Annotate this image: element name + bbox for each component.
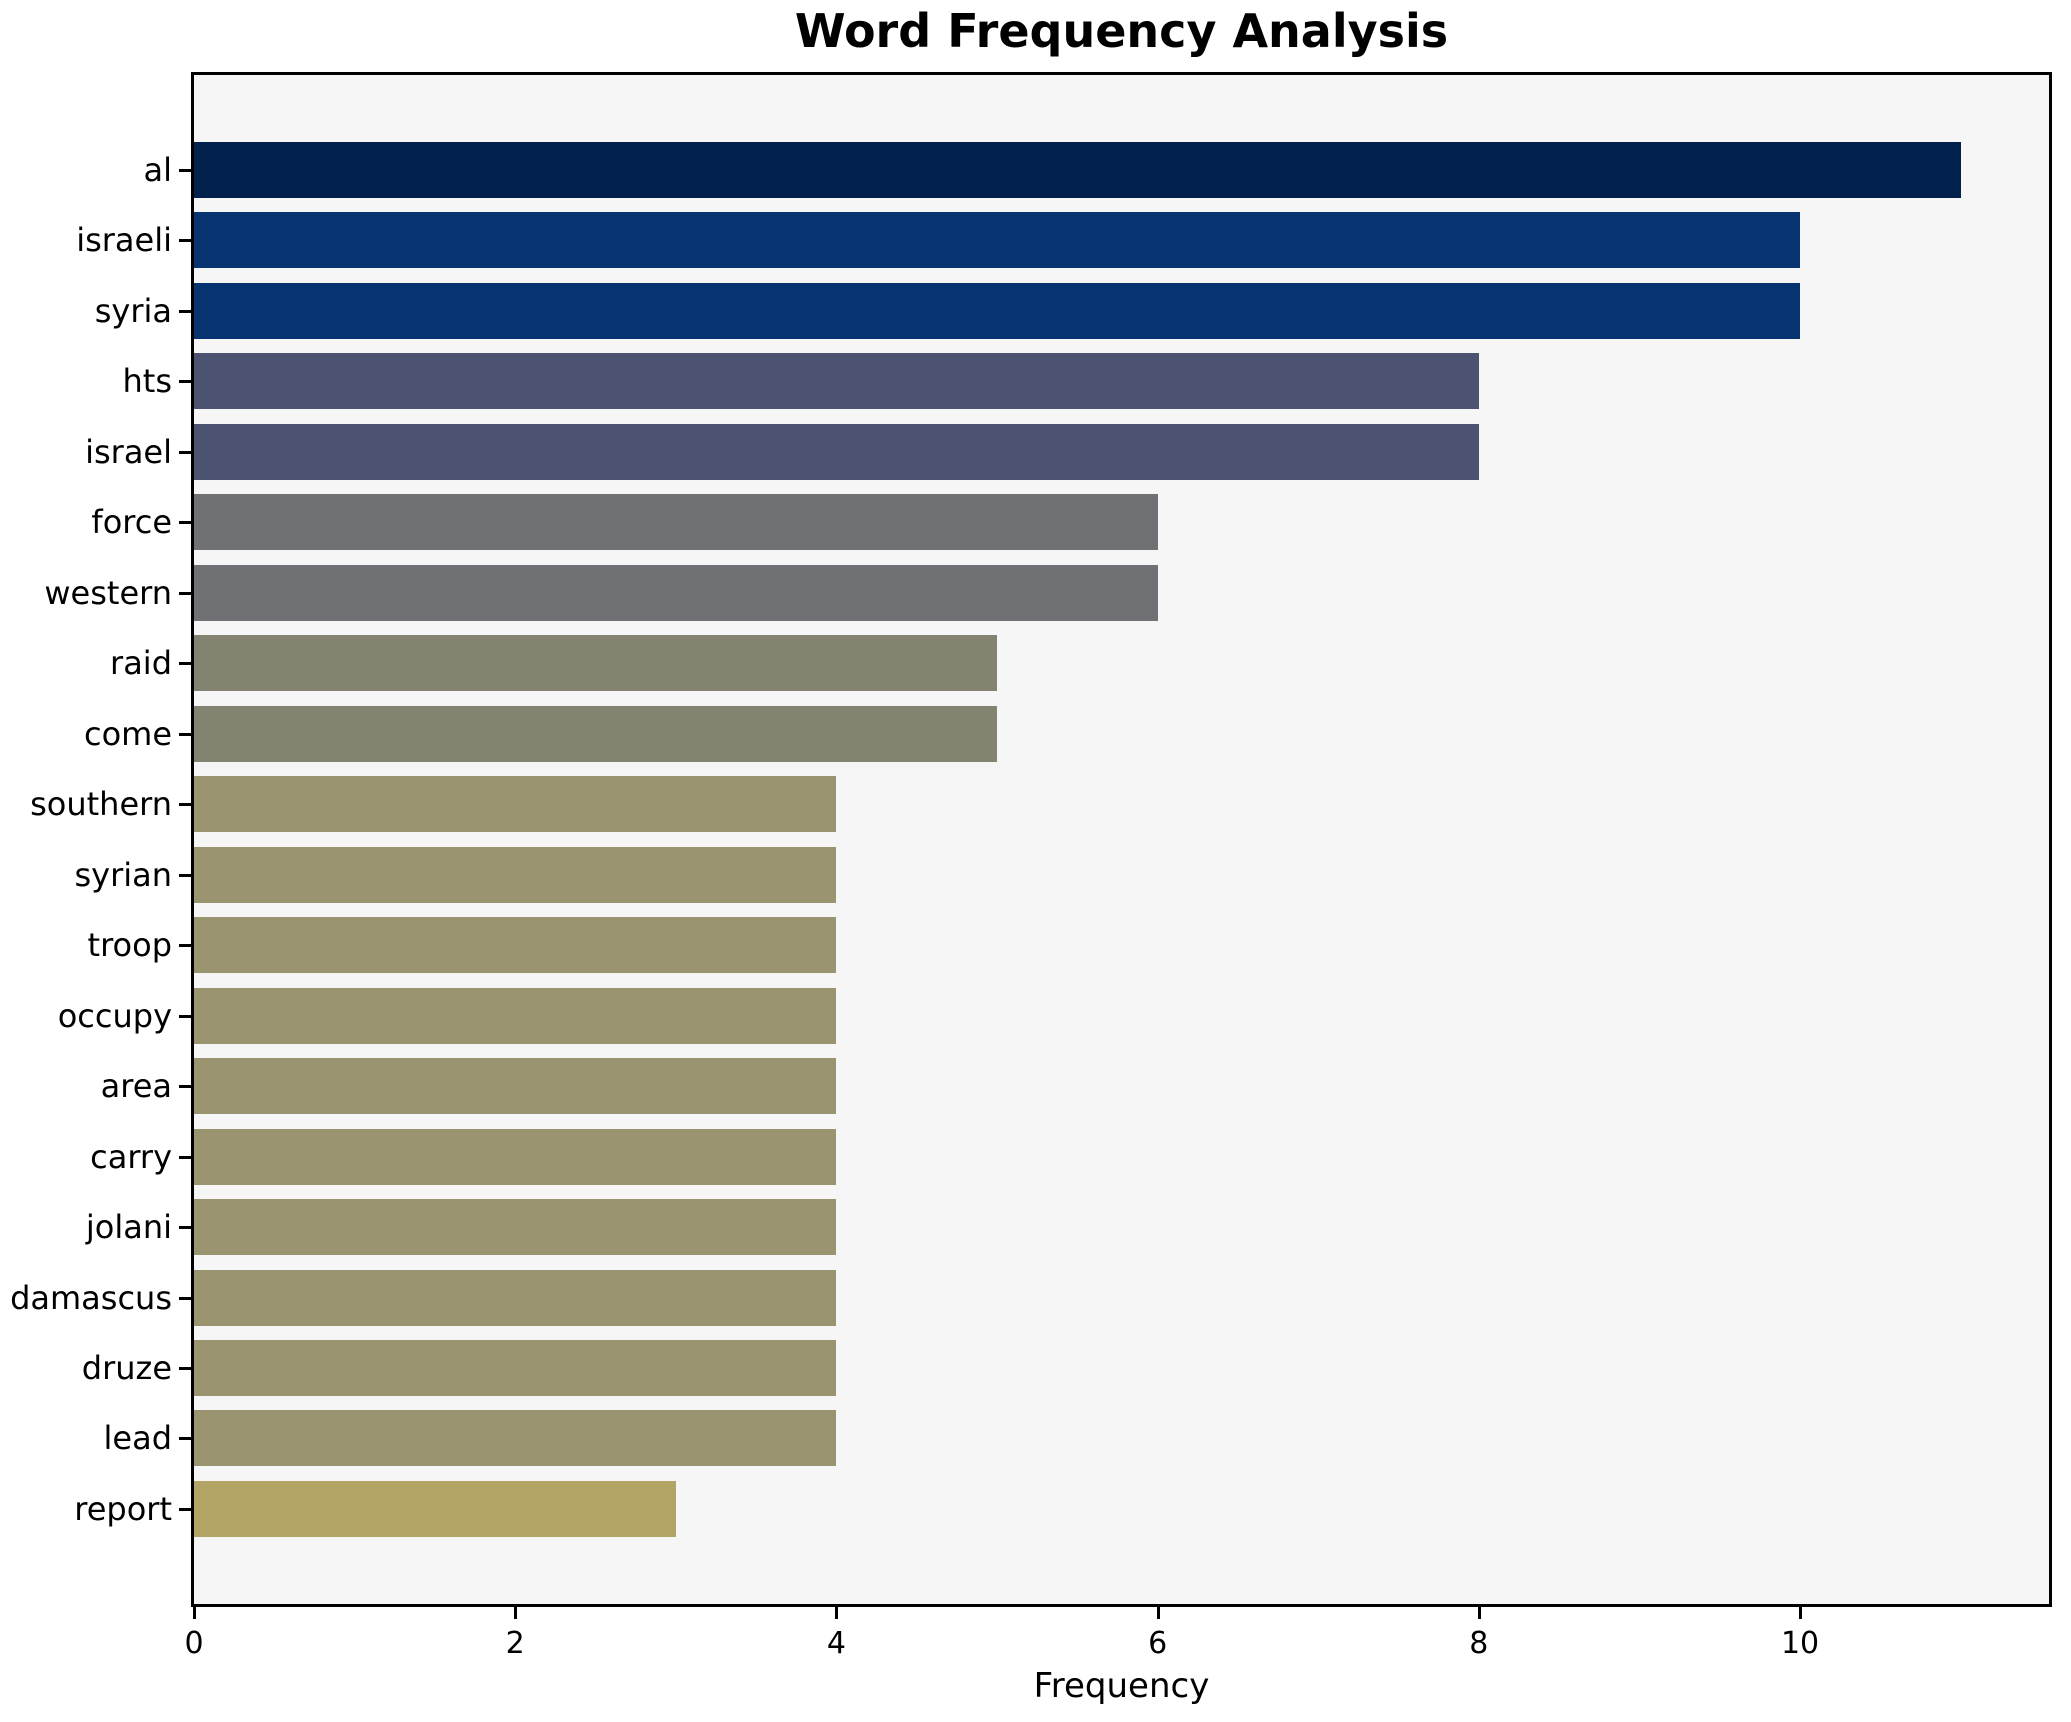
y-tick-mark [179, 1155, 191, 1159]
y-tick-label-occupy: occupy [57, 996, 172, 1035]
y-tick-mark [179, 239, 191, 243]
y-tick-mark [179, 591, 191, 595]
bar-al [194, 142, 1961, 198]
y-tick-label-troop: troop [87, 926, 172, 965]
x-tick-label-2: 2 [505, 1626, 525, 1661]
y-tick-label-israeli: israeli [76, 221, 172, 260]
y-tick-mark [179, 450, 191, 454]
y-tick-label-damascus: damascus [10, 1278, 172, 1317]
y-tick-mark [179, 521, 191, 525]
y-tick-label-jolani: jolani [85, 1208, 172, 1247]
y-tick-mark [179, 1014, 191, 1018]
y-tick-mark [179, 803, 191, 807]
y-tick-mark [179, 944, 191, 948]
y-tick-mark [179, 1366, 191, 1370]
x-tick-mark [193, 1607, 196, 1619]
bar-carry [194, 1128, 837, 1185]
y-tick-mark [179, 1507, 191, 1511]
bar-hts [194, 353, 1479, 410]
bar-force [194, 494, 1158, 551]
x-tick-label-0: 0 [184, 1626, 204, 1661]
y-tick-label-syrian: syrian [74, 855, 172, 894]
x-tick-mark [1156, 1607, 1160, 1619]
x-tick-label-10: 10 [1780, 1626, 1820, 1661]
y-tick-label-come: come [83, 714, 172, 753]
y-tick-label-report: report [74, 1489, 172, 1528]
y-tick-label-carry: carry [90, 1137, 172, 1176]
y-tick-label-force: force [91, 503, 172, 542]
x-tick-mark [1799, 1607, 1803, 1619]
bar-report [194, 1480, 676, 1537]
x-tick-mark [514, 1607, 518, 1619]
y-tick-mark [179, 1226, 191, 1230]
y-tick-mark [179, 1437, 191, 1441]
x-tick-mark [835, 1607, 839, 1619]
y-tick-mark [179, 1085, 191, 1089]
bar-troop [194, 917, 837, 974]
y-tick-mark [179, 169, 191, 172]
bar-syrian [194, 846, 837, 903]
bar-occupy [194, 987, 837, 1044]
bar-lead [194, 1410, 837, 1467]
chart-title: Word Frequency Analysis [794, 4, 1449, 58]
bar-western [194, 564, 1158, 621]
y-tick-label-western: western [44, 573, 172, 612]
bar-damascus [194, 1269, 837, 1326]
bar-syria [194, 282, 1801, 339]
bar-raid [194, 635, 998, 692]
bar-jolani [194, 1199, 837, 1256]
x-axis-title: Frequency [1033, 1666, 1210, 1706]
x-tick-label-8: 8 [1469, 1626, 1489, 1661]
plot-area [191, 72, 2052, 1607]
y-tick-label-lead: lead [103, 1419, 173, 1458]
y-tick-mark [179, 309, 191, 313]
x-tick-mark [1477, 1607, 1481, 1619]
y-tick-label-hts: hts [122, 362, 173, 401]
bar-israeli [194, 212, 1801, 269]
y-tick-mark [179, 732, 191, 736]
bar-druze [194, 1339, 837, 1396]
y-tick-label-syria: syria [94, 291, 172, 330]
y-tick-label-southern: southern [30, 785, 172, 824]
x-tick-label-6: 6 [1148, 1626, 1168, 1661]
y-tick-mark [179, 1296, 191, 1300]
bar-southern [194, 776, 837, 833]
y-tick-mark [179, 873, 191, 877]
bar-israel [194, 423, 1479, 480]
y-tick-label-al: al [143, 151, 173, 189]
bar-area [194, 1058, 837, 1115]
y-tick-mark [179, 662, 191, 666]
y-tick-label-israel: israel [85, 432, 172, 471]
y-tick-label-druze: druze [81, 1348, 172, 1387]
y-tick-label-raid: raid [110, 644, 172, 683]
y-tick-label-area: area [100, 1067, 172, 1106]
y-tick-mark [179, 380, 191, 384]
x-tick-label-4: 4 [826, 1626, 846, 1661]
bar-come [194, 705, 998, 762]
